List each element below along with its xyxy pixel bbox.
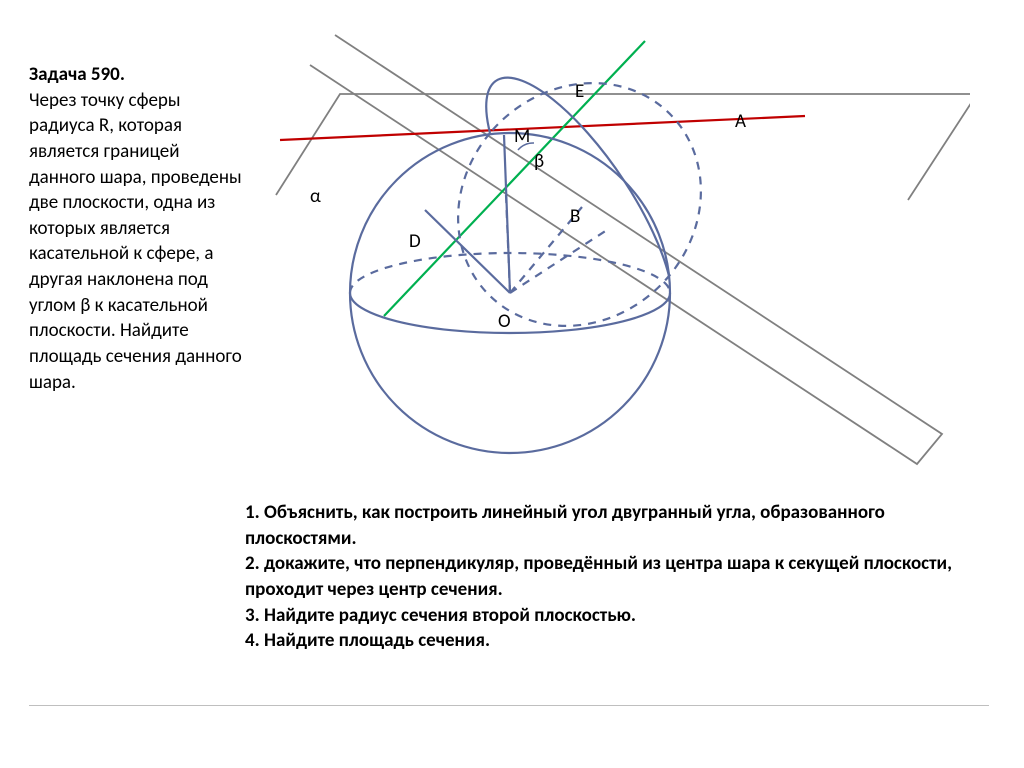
label-M: M [514,125,530,148]
segment-od [425,210,510,293]
label-E: E [575,80,584,103]
label-beta: β [534,150,544,173]
footer-divider [29,705,989,706]
question-4: 4. Найдите площадь сечения. [245,628,985,654]
problem-title: Задача 590. [29,63,125,86]
problem-body: Через точку сферы радиуса R, которая явл… [29,89,242,394]
question-3: 3. Найдите радиус сечения второй плоскос… [245,603,985,629]
problem-text: Задача 590. Через точку сферы радиуса R,… [29,62,244,395]
geometry-diagram [250,30,970,510]
label-alpha: α [310,185,321,208]
section-circle-front [486,78,669,276]
label-B: B [570,205,580,228]
question-1: 1. Объяснить, как построить линейный уго… [245,500,985,551]
label-A: A [735,110,746,133]
questions-block: 1. Объяснить, как построить линейный уго… [245,500,985,654]
question-2: 2. докажите, что перпендикуляр, проведён… [245,551,985,602]
tangent-plane [276,94,970,200]
green-line-e [384,41,645,316]
label-O: O [498,310,511,333]
cutting-plane [310,35,942,464]
segment-o-cut [510,228,610,293]
label-D: D [409,230,421,253]
